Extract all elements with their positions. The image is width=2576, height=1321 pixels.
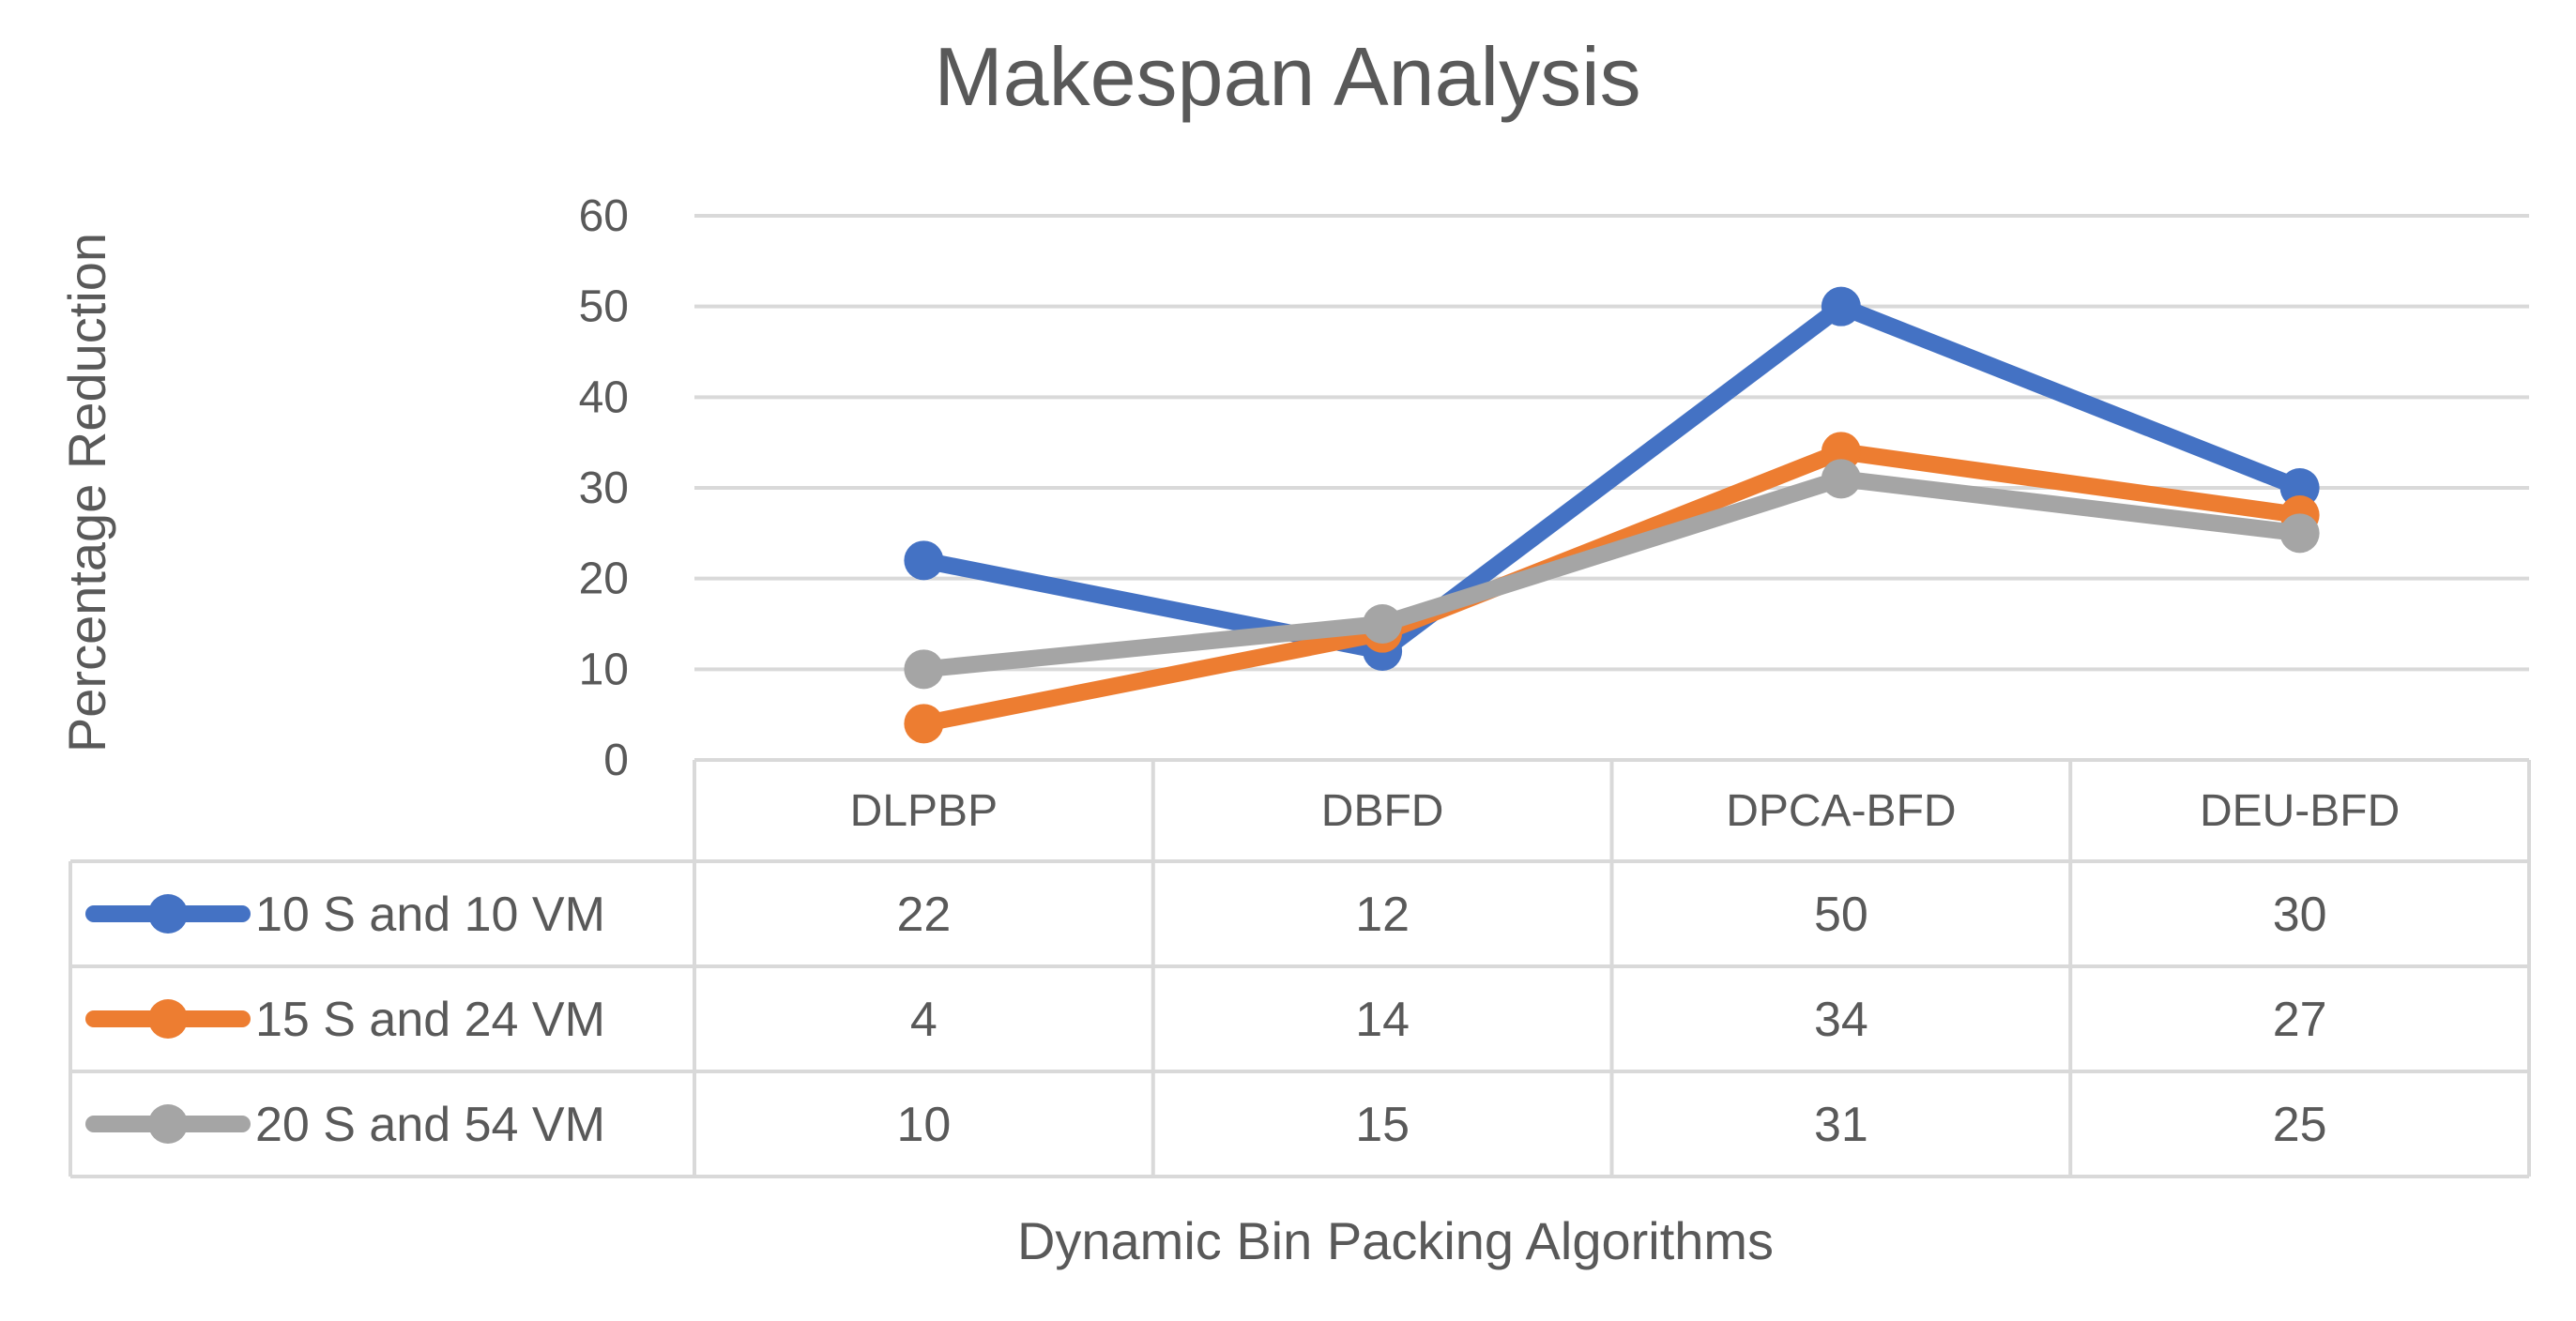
y-tick-label: 10 <box>579 645 629 694</box>
data-point <box>904 540 944 581</box>
category-label-dbfd: DBFD <box>1321 786 1444 836</box>
legend-key-10-s-and-10-vm <box>85 894 251 934</box>
table-value: 15 <box>1355 1098 1410 1152</box>
category-label-dlpbp: DLPBP <box>850 786 998 836</box>
data-point <box>1363 604 1403 644</box>
data-point <box>904 649 944 690</box>
table-value: 14 <box>1355 993 1410 1047</box>
table-value: 27 <box>2273 993 2327 1047</box>
gridlines: 0 10 20 30 40 50 60 <box>579 191 2529 785</box>
series-line <box>915 443 2309 733</box>
legend-marker <box>148 999 188 1039</box>
legend-marker <box>148 1104 188 1144</box>
y-tick-label: 30 <box>579 463 629 513</box>
series-10-s-and-10-vm <box>904 286 2320 671</box>
table-value: 22 <box>896 888 951 942</box>
legend-key-15-s-and-24-vm <box>85 999 251 1039</box>
series-line <box>915 297 2309 660</box>
series-20-s-and-54-vm <box>904 459 2320 690</box>
y-tick-label: 40 <box>579 372 629 422</box>
data-point <box>2279 513 2320 554</box>
table-value: 10 <box>896 1098 951 1152</box>
y-tick-label: 20 <box>579 554 629 604</box>
data-table: DLPBP DBFD DPCA-BFD DEU-BFD 10 S and 10 VM 22… <box>69 758 2531 1178</box>
table-value: 31 <box>1814 1098 1868 1152</box>
table-value: 50 <box>1814 888 1868 942</box>
table-value: 4 <box>910 993 937 1047</box>
data-point <box>1821 459 1861 499</box>
y-tick-label: 50 <box>579 282 629 332</box>
table-value: 30 <box>2273 888 2327 942</box>
x-axis-label: Dynamic Bin Packing Algorithms <box>1017 1211 1774 1270</box>
category-label-dpca-bfd: DPCA-BFD <box>1726 786 1956 836</box>
data-point <box>904 704 944 744</box>
data-point <box>1821 432 1861 472</box>
category-label-deu-bfd: DEU-BFD <box>2200 786 2400 836</box>
y-axis-label: Percentage Reduction <box>57 233 116 752</box>
series-line <box>915 470 2309 678</box>
chart-title: Makespan Analysis <box>934 30 1640 123</box>
legend-label-10-s-and-10-vm: 10 S and 10 VM <box>255 888 605 942</box>
table-value: 34 <box>1814 993 1868 1047</box>
legend-key-20-s-and-54-vm <box>85 1104 251 1144</box>
data-point <box>1821 286 1861 326</box>
data-point <box>2279 468 2320 508</box>
legend-label-20-s-and-54-vm: 20 S and 54 VM <box>255 1098 605 1152</box>
table-value: 25 <box>2273 1098 2327 1152</box>
y-tick-label: 0 <box>603 736 629 785</box>
table-value: 12 <box>1355 888 1410 942</box>
y-tick-label: 60 <box>579 191 629 241</box>
legend-marker <box>148 894 188 934</box>
legend-label-15-s-and-24-vm: 15 S and 24 VM <box>255 993 605 1047</box>
series-lines <box>904 286 2320 744</box>
